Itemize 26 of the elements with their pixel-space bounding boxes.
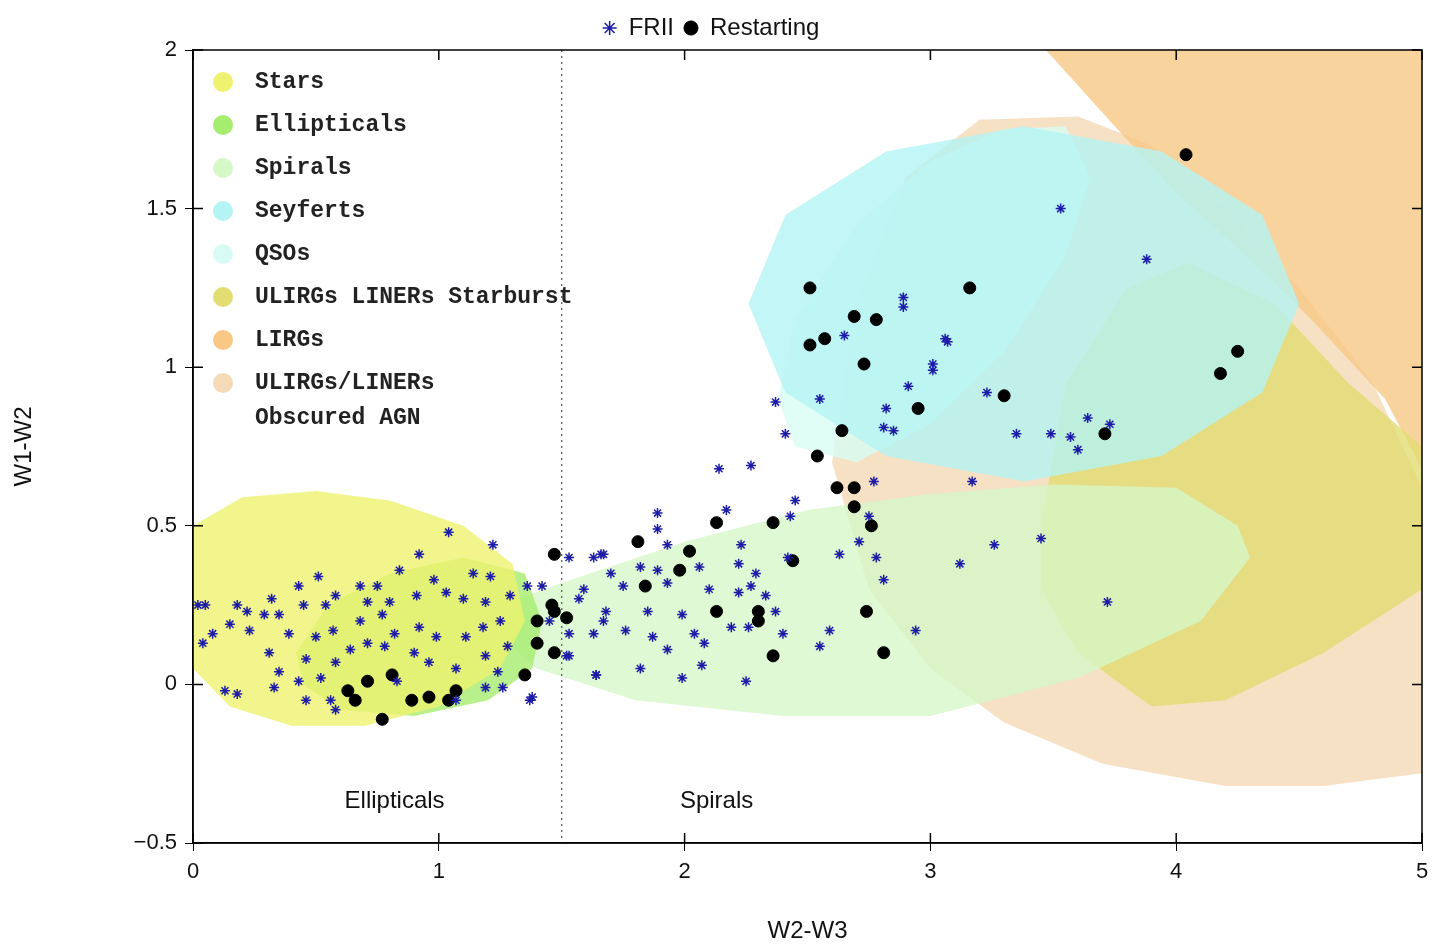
legend-label: Ellipticals — [255, 111, 407, 138]
annotation: Spirals — [679, 785, 754, 813]
y-tick-label: 1 — [164, 353, 177, 379]
y-tick-label: 0.5 — [146, 511, 177, 537]
x-tick-label: 4 — [1170, 858, 1183, 884]
y-tick-label: 1.5 — [146, 194, 177, 220]
legend-label: Spirals — [255, 154, 352, 181]
legend-label: ULIRGs LINERs Starburst — [255, 283, 573, 310]
legend-label: ULIRGs/LINERs Obscured AGN — [255, 369, 435, 431]
y-tick-label: −0.5 — [133, 829, 177, 855]
x-tick-label: 5 — [1415, 858, 1429, 884]
y-tick-label: 0 — [164, 670, 177, 696]
legend-label: LIRGs — [255, 326, 325, 353]
legend-label: QSOs — [255, 240, 311, 267]
x-tick-label: 2 — [678, 858, 691, 884]
annotation: Ellipticals — [344, 785, 445, 813]
legend-label: FRII — [628, 12, 674, 40]
x-tick-label: 0 — [186, 858, 200, 884]
x-tick-label: 3 — [924, 858, 937, 884]
legend-label: Stars — [255, 68, 325, 95]
legend-label: Seyferts — [255, 197, 366, 224]
legend-label: Restarting — [709, 12, 820, 40]
y-tick-label: 2 — [164, 36, 177, 62]
x-axis-title: W2-W3 — [767, 916, 848, 944]
y-axis-title: W1-W2 — [9, 406, 37, 487]
x-tick-label: 1 — [432, 858, 445, 884]
